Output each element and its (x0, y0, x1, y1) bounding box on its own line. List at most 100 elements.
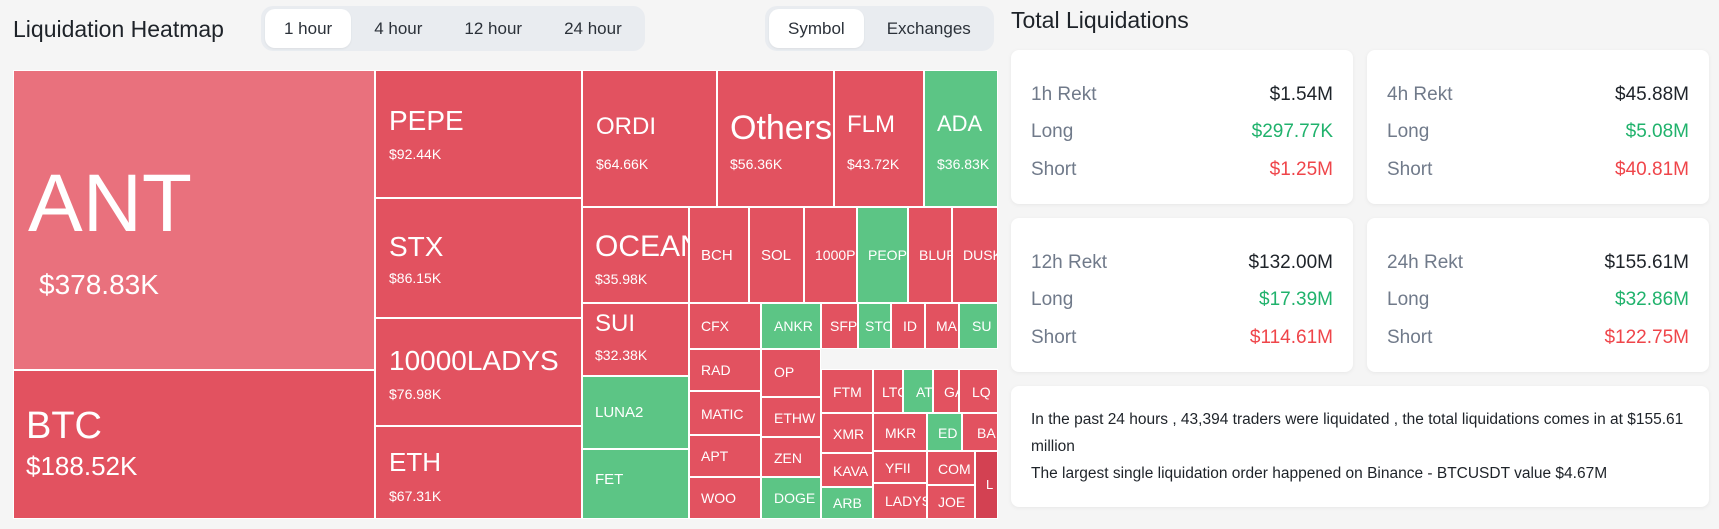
card-short-value: $40.81M (1615, 159, 1689, 180)
heatmap-tile[interactable]: STO (858, 303, 891, 349)
tile-symbol: MATIC (701, 406, 744, 422)
heatmap-tile[interactable]: RAD (689, 349, 761, 391)
heatmap-tile[interactable]: XMR (821, 413, 873, 453)
heatmap-tile[interactable]: LTC (873, 369, 903, 413)
tile-symbol: BLUR (919, 247, 951, 263)
liquidation-summary-card: In the past 24 hours , 43,394 traders we… (1011, 386, 1709, 507)
heatmap-tile[interactable]: ANT $378.83K (13, 70, 375, 370)
tile-symbol: FLM (847, 111, 895, 138)
heatmap-tile[interactable]: OCEAN $35.98K (582, 207, 689, 303)
tile-value: $92.44K (389, 146, 442, 162)
heatmap-tile[interactable]: FTM (821, 369, 873, 413)
card-long-label: Long (1031, 289, 1074, 310)
tile-symbol: OCEAN (595, 230, 688, 263)
tab-24-hour[interactable]: 24 hour (564, 18, 622, 38)
tile-symbol: WOO (701, 490, 736, 506)
heatmap-tile[interactable]: ETHW (761, 397, 821, 437)
heatmap-tile[interactable]: DOGE (761, 477, 821, 519)
heatmap-tile[interactable]: FLM $43.72K (834, 70, 924, 207)
heatmap-tile[interactable]: OP (761, 349, 821, 397)
heatmap-tile[interactable]: L (975, 451, 998, 519)
card-long-value: $32.86M (1615, 289, 1689, 310)
tab-exchanges[interactable]: Exchanges (886, 18, 971, 38)
tile-symbol: DUSK (963, 247, 997, 263)
card-long-label: Long (1387, 121, 1430, 142)
tile-symbol: LTC (882, 384, 902, 400)
card-period-label: 12h Rekt (1031, 252, 1108, 273)
heatmap-tile[interactable]: ETH $67.31K (375, 426, 582, 519)
heatmap-tile[interactable]: 10000LADYS $76.98K (375, 318, 582, 426)
heatmap-tile[interactable]: YFII (873, 451, 927, 483)
rekt-card-12h: 12h Rekt $132.00M Long $17.39M Short $114.6… (1011, 218, 1353, 372)
tab-4-hour[interactable]: 4 hour (374, 18, 423, 38)
heatmap-tile[interactable]: 1000P (804, 207, 857, 303)
card-period-label: 24h Rekt (1387, 252, 1464, 273)
tile-value: $35.98K (595, 271, 648, 287)
heatmap-tile[interactable]: SOL (749, 207, 804, 303)
card-total-value: $155.61M (1604, 252, 1689, 273)
tab-1-hour[interactable]: 1 hour (265, 9, 352, 48)
heatmap-tile[interactable]: BCH (689, 207, 749, 303)
heatmap-tile[interactable]: ADA $36.83K (924, 70, 998, 207)
heatmap-tile[interactable]: SFP (821, 303, 858, 349)
heatmap-tile[interactable]: MKR (873, 413, 927, 451)
tile-symbol: ADA (937, 111, 983, 136)
heatmap-tile[interactable]: WOO (689, 477, 761, 519)
heatmap-tile[interactable]: ZEN (761, 437, 821, 477)
heatmap-tile[interactable]: ARB (821, 487, 873, 519)
tile-value: $76.98K (389, 386, 442, 402)
heatmap-tile[interactable]: KAVA (821, 453, 873, 487)
card-short-label: Short (1031, 159, 1077, 180)
card-long-label: Long (1031, 121, 1074, 142)
tile-symbol: Others (730, 109, 833, 147)
heatmap-tile[interactable]: ORDI $64.66K (582, 70, 717, 207)
heatmap-tile[interactable]: STX $86.15K (375, 198, 582, 318)
heatmap-tile[interactable]: APT (689, 435, 761, 477)
tile-value: $43.72K (847, 156, 900, 172)
heatmap-tile[interactable]: LQ (959, 369, 998, 413)
tile-value: $67.31K (389, 488, 442, 504)
heatmap-tile[interactable]: AT (903, 369, 933, 413)
heatmap-tile[interactable]: PEPE $92.44K (375, 70, 582, 198)
heatmap-tile[interactable]: BLUR (908, 207, 952, 303)
tile-symbol: SUI (595, 310, 636, 337)
heatmap-tile[interactable]: PEOP (857, 207, 908, 303)
heatmap-tile[interactable]: LADYS (873, 483, 927, 519)
heatmap-tile[interactable]: BTC $188.52K (13, 370, 375, 519)
card-short-label: Short (1387, 327, 1433, 348)
heatmap-tile[interactable]: ANKR (761, 303, 821, 349)
tab-symbol[interactable]: Symbol (769, 9, 864, 48)
summary-text-line2: The largest single liquidation order hap… (1031, 465, 1608, 482)
tile-symbol: FTM (833, 384, 862, 400)
heatmap-tile[interactable]: COM (927, 451, 975, 485)
tile-symbol: XMR (833, 426, 865, 442)
heatmap-tile[interactable]: MA (925, 303, 959, 349)
tile-symbol: OP (774, 364, 795, 380)
heatmap-tile[interactable]: DUSK (952, 207, 998, 303)
tile-symbol: DOGE (774, 490, 816, 506)
heatmap-tile[interactable]: LUNA2 (582, 376, 689, 449)
tile-value: $188.52K (26, 451, 138, 481)
heatmap-tile[interactable]: Others $56.36K (717, 70, 834, 207)
tab-12-hour[interactable]: 12 hour (464, 18, 523, 38)
tile-value: $36.83K (937, 156, 990, 172)
heatmap-tile[interactable]: JOE (927, 485, 975, 519)
heatmap-tile[interactable]: ED (927, 413, 962, 451)
tile-symbol: ETHW (774, 410, 816, 426)
card-long-value: $17.39M (1259, 289, 1333, 310)
tile-symbol: JOE (938, 494, 966, 510)
card-period-label: 1h Rekt (1031, 84, 1097, 105)
heatmap-tile[interactable]: SUI $32.38K (582, 303, 689, 376)
tile-value: $32.38K (595, 347, 648, 363)
tile-symbol: PEPE (389, 105, 464, 136)
tile-symbol: 10000LADYS (389, 345, 559, 376)
heatmap-tile[interactable]: SU (959, 303, 998, 349)
heatmap-tile[interactable]: GA (933, 369, 959, 413)
liquidation-treemap: ANT $378.83K BTC $188.52K PEPE $92.44K STX $86.… (13, 70, 998, 519)
heatmap-tile[interactable]: ID (891, 303, 925, 349)
heatmap-tile[interactable]: BA (962, 413, 998, 451)
tile-value: $56.36K (730, 156, 783, 172)
heatmap-tile[interactable]: MATIC (689, 391, 761, 435)
heatmap-tile[interactable]: FET (582, 449, 689, 519)
heatmap-tile[interactable]: CFX (689, 303, 761, 349)
